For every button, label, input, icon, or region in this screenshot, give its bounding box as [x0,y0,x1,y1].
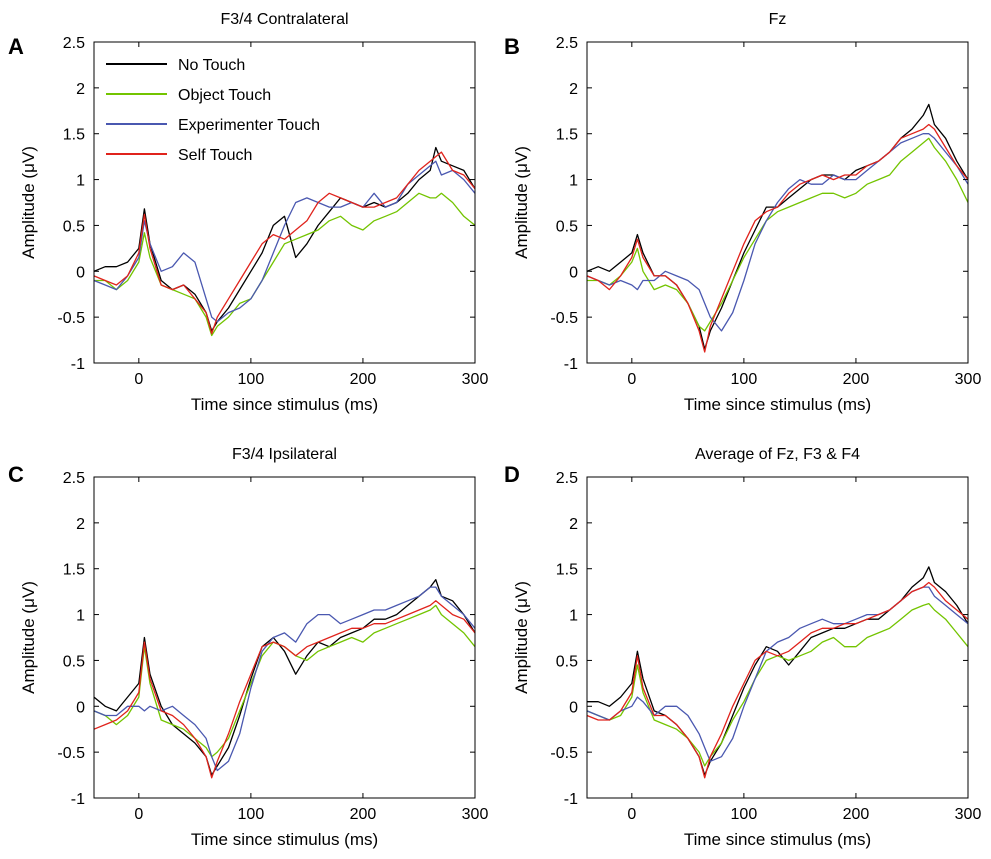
panel-C: C F3/4 Ipsilateral 0 100 200 300 -1 -0.5 0 0.5 1 1.… [8,446,488,849]
x-tick-label: 100 [731,371,758,388]
x-tick-label: 300 [462,806,489,823]
series-line-self-touch [94,600,475,779]
x-tick-label: 300 [955,806,982,823]
chart-title: Average of Fz, F3 & F4 [695,446,860,463]
x-tick-label: 200 [350,371,377,388]
plot-area [94,42,475,363]
chart-title: Fz [769,11,787,28]
y-tick-label: 2.5 [556,470,578,487]
y-tick-label: 0.5 [556,653,578,670]
plot-area [94,477,475,798]
y-tick-label: 0 [569,699,578,716]
y-tick-label: -1 [564,356,578,373]
y-tick-label: 0 [569,264,578,281]
series-line-object-touch [587,137,968,332]
panel-label: D [504,462,520,487]
y-tick-label: 0.5 [556,218,578,235]
x-tick-label: 100 [238,371,265,388]
y-tick-label: 1 [76,608,85,625]
panel-D: D Average of Fz, F3 & F4 0 100 200 300 -1 -0.5 0… [504,446,981,849]
y-tick-label: -1 [564,791,578,808]
legend-label: Experimenter Touch [178,117,320,134]
series-line-no-touch [587,103,968,350]
series-line-object-touch [587,602,968,767]
x-tick-label: 0 [134,371,143,388]
chart-title: F3/4 Ipsilateral [232,446,337,463]
y-tick-label: 1.5 [63,562,85,579]
y-tick-label: -0.5 [57,310,85,327]
x-tick-label: 100 [731,806,758,823]
series-line-self-touch [587,123,968,353]
legend-label: Self Touch [178,147,252,164]
x-tick-label: 300 [462,371,489,388]
series-line-self-touch [587,581,968,779]
series-line-experimenter-touch [94,160,475,323]
x-tick-label: 0 [627,371,636,388]
y-tick-label: 2 [569,516,578,533]
y-tick-label: 1 [76,173,85,190]
x-tick-label: 0 [134,806,143,823]
x-tick-label: 300 [955,371,982,388]
y-tick-label: 1 [569,608,578,625]
series-line-object-touch [94,192,475,337]
y-tick-label: 0.5 [63,653,85,670]
plot-area [587,477,968,798]
legend: No Touch Object Touch Experimenter Touch Se… [106,57,320,164]
axes-frame [93,476,476,799]
panel-A: A F3/4 Contralateral 0 100 200 300 -1 -0.5 0 0.5 1… [8,11,488,414]
x-axis-label: Time since stimulus (ms) [684,830,871,849]
series-line-experimenter-touch [587,133,968,332]
panel-label: B [504,34,520,59]
y-tick-label: 1.5 [63,127,85,144]
y-tick-label: 2.5 [63,470,85,487]
panel-B: B Fz 0 100 200 300 -1 -0.5 0 0.5 1 1.5 2 2.5 Time sinc… [504,11,981,414]
series-line-self-touch [94,151,475,335]
y-tick-label: 1.5 [556,127,578,144]
y-tick-label: 2.5 [63,35,85,52]
y-axis-label: Amplitude (μV) [512,146,531,259]
y-tick-label: 2 [569,81,578,98]
y-tick-label: 1 [569,173,578,190]
y-axis-label: Amplitude (μV) [512,581,531,694]
y-tick-label: 0.5 [63,218,85,235]
chart-title: F3/4 Contralateral [220,11,348,28]
axes-frame [586,41,969,364]
y-tick-label: -0.5 [57,745,85,762]
y-tick-label: 0 [76,699,85,716]
x-tick-label: 100 [238,806,265,823]
axes-frame [586,476,969,799]
x-axis-label: Time since stimulus (ms) [191,395,378,414]
x-tick-label: 200 [350,806,377,823]
x-tick-label: 0 [627,806,636,823]
axes-frame [93,41,476,364]
x-tick-label: 200 [843,806,870,823]
y-tick-label: 0 [76,264,85,281]
y-tick-label: -0.5 [550,745,578,762]
y-tick-label: -1 [71,356,85,373]
x-axis-label: Time since stimulus (ms) [684,395,871,414]
series-line-experimenter-touch [94,586,475,772]
y-tick-label: 2 [76,81,85,98]
y-tick-label: 1.5 [556,562,578,579]
legend-label: No Touch [178,57,245,74]
y-tick-label: -0.5 [550,310,578,327]
y-tick-label: 2 [76,516,85,533]
x-tick-label: 200 [843,371,870,388]
y-axis-label: Amplitude (μV) [19,146,38,259]
panel-label: A [8,34,24,59]
x-axis-label: Time since stimulus (ms) [191,830,378,849]
y-tick-label: 2.5 [556,35,578,52]
legend-label: Object Touch [178,87,271,104]
y-axis-label: Amplitude (μV) [19,581,38,694]
panel-label: C [8,462,24,487]
y-tick-label: -1 [71,791,85,808]
series-line-no-touch [587,566,968,776]
